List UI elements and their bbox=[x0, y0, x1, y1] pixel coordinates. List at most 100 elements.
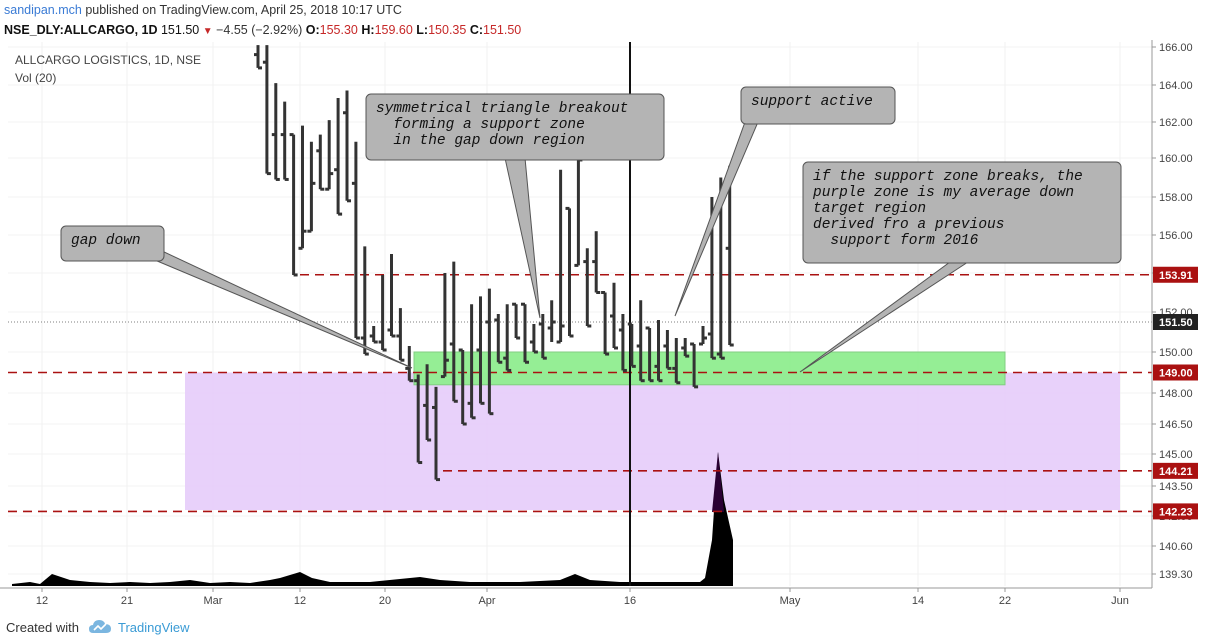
price-tick-label: 139.30 bbox=[1159, 569, 1193, 581]
ohlc-bar bbox=[467, 304, 476, 420]
level-label: 153.91 bbox=[1159, 270, 1193, 282]
ohlc-bar bbox=[654, 320, 663, 383]
price-tick-label: 146.50 bbox=[1159, 419, 1193, 431]
ohlc-bar bbox=[681, 338, 690, 358]
ohlc-bar bbox=[414, 374, 423, 465]
ohlc-bar bbox=[360, 246, 369, 356]
callout-cover bbox=[742, 88, 894, 123]
ohlc-bar bbox=[627, 322, 636, 368]
gap-down-callout: gap down bbox=[60, 225, 413, 369]
callout-text: support active bbox=[751, 94, 873, 110]
ohlc-bar bbox=[476, 296, 485, 405]
last-price: 151.50 bbox=[160, 23, 200, 37]
ohlc-bar bbox=[405, 346, 414, 383]
ohlc-bar bbox=[556, 169, 565, 344]
support-active-callout: support active bbox=[674, 86, 896, 317]
symbol-name: NSE_DLY:ALLCARGO, 1D bbox=[4, 23, 158, 37]
ohlc-bar bbox=[307, 141, 316, 233]
price-tick-label: 158.00 bbox=[1159, 192, 1193, 204]
ohlc-bar bbox=[316, 134, 325, 191]
price-chart[interactable]: gap down symmetrical triangle breakout fo… bbox=[0, 0, 1205, 612]
level-label: 149.00 bbox=[1159, 368, 1193, 380]
low-label: L: bbox=[416, 23, 429, 37]
callout-text: forming a support zone bbox=[376, 117, 585, 133]
ohlc-bar bbox=[262, 45, 271, 176]
last-price-label: 151.50 bbox=[1159, 317, 1193, 329]
price-tick-label: 156.00 bbox=[1159, 230, 1193, 242]
close-value: 151.50 bbox=[483, 23, 522, 37]
level-label-bg bbox=[1153, 266, 1198, 283]
chart-title: ALLCARGO LOGISTICS, 1D, NSE bbox=[15, 53, 201, 67]
price-tick-label: 166.00 bbox=[1159, 42, 1193, 54]
ohlc-bar bbox=[618, 314, 627, 372]
time-tick-label: 20 bbox=[379, 595, 391, 607]
ohlc-bar bbox=[351, 141, 360, 340]
last-price-label-bg bbox=[1153, 314, 1198, 330]
author-link[interactable]: sandipan.mch bbox=[4, 3, 82, 17]
volume-indicator-label: Vol (20) bbox=[15, 71, 56, 85]
ohlc-bar bbox=[538, 314, 547, 360]
high-value: 159.60 bbox=[374, 23, 413, 37]
callout-text: in the gap down region bbox=[376, 133, 585, 149]
ohlc-bar bbox=[396, 308, 405, 362]
ohlc-bar bbox=[343, 90, 351, 203]
callout-cover bbox=[62, 227, 163, 260]
price-tick-label: 160.00 bbox=[1159, 153, 1193, 165]
time-tick-label: 16 bbox=[624, 595, 636, 607]
price-tick-label: 162.00 bbox=[1159, 117, 1193, 129]
time-tick-label: Jun bbox=[1111, 595, 1129, 607]
ohlc-bar bbox=[271, 83, 280, 181]
time-tick-label: 21 bbox=[121, 595, 133, 607]
time-tick-label: 12 bbox=[294, 595, 306, 607]
time-tick-label: May bbox=[780, 595, 801, 607]
ohlc-bar bbox=[432, 386, 440, 482]
ohlc-bar bbox=[592, 231, 601, 294]
level-label-bg bbox=[1153, 462, 1198, 479]
callout-text: if the support zone breaks, the bbox=[813, 169, 1083, 185]
ohlc-bar bbox=[494, 314, 503, 364]
close-label: C: bbox=[469, 23, 484, 37]
time-tick-label: Apr bbox=[478, 595, 495, 607]
level-label: 142.23 bbox=[1159, 506, 1193, 518]
ohlc-bar bbox=[440, 273, 449, 379]
ohlc-bar bbox=[254, 45, 262, 70]
ohlc-bar bbox=[529, 324, 538, 354]
footer: Created with TradingView bbox=[0, 612, 1205, 644]
ohlc-bar bbox=[387, 254, 396, 338]
price-tick-label: 150.00 bbox=[1159, 347, 1193, 359]
ohlc-bar bbox=[565, 206, 574, 338]
price-tick-label: 145.00 bbox=[1159, 449, 1193, 461]
ohlc-bar bbox=[610, 282, 618, 350]
level-label: 144.21 bbox=[1159, 466, 1193, 478]
level-label-bg bbox=[1153, 364, 1198, 381]
ohlc-bar bbox=[325, 120, 334, 191]
ohlc-bar bbox=[583, 248, 592, 328]
price-tick-label: 140.60 bbox=[1159, 541, 1193, 553]
callout-text: symmetrical triangle breakout bbox=[376, 101, 628, 117]
price-tick-label: 148.00 bbox=[1159, 388, 1193, 400]
tradingview-link[interactable]: TradingView bbox=[118, 620, 190, 635]
ohlc-bar bbox=[521, 302, 529, 364]
triangle-callout: symmetrical triangle breakout forming a … bbox=[365, 93, 665, 319]
tradingview-logo-icon bbox=[89, 620, 111, 633]
change-value: −4.55 (−2.92%) bbox=[216, 23, 303, 37]
ohlc-bar bbox=[699, 326, 707, 346]
callout-text: support form 2016 bbox=[813, 233, 979, 249]
ohlc-bar bbox=[369, 326, 378, 344]
ohlc-bar bbox=[423, 364, 432, 442]
ohlc-bar bbox=[298, 125, 307, 250]
ohlc-bar bbox=[280, 101, 289, 181]
ohlc-bar bbox=[645, 326, 654, 383]
down-arrow-icon: ▼ bbox=[202, 26, 213, 37]
ohlc-bar bbox=[378, 274, 387, 352]
callout-text: target region bbox=[813, 201, 926, 217]
ohlc-bar bbox=[547, 300, 556, 342]
time-tick-label: 22 bbox=[999, 595, 1011, 607]
ohlc-bar bbox=[601, 291, 610, 356]
ohlc-bar bbox=[636, 300, 645, 383]
time-tick-label: 14 bbox=[912, 595, 924, 607]
symbol-line: NSE_DLY:ALLCARGO, 1D 151.50 ▼ −4.55 (−2.… bbox=[4, 20, 521, 40]
created-with-text: Created with bbox=[6, 620, 79, 635]
low-value: 150.35 bbox=[428, 23, 467, 37]
